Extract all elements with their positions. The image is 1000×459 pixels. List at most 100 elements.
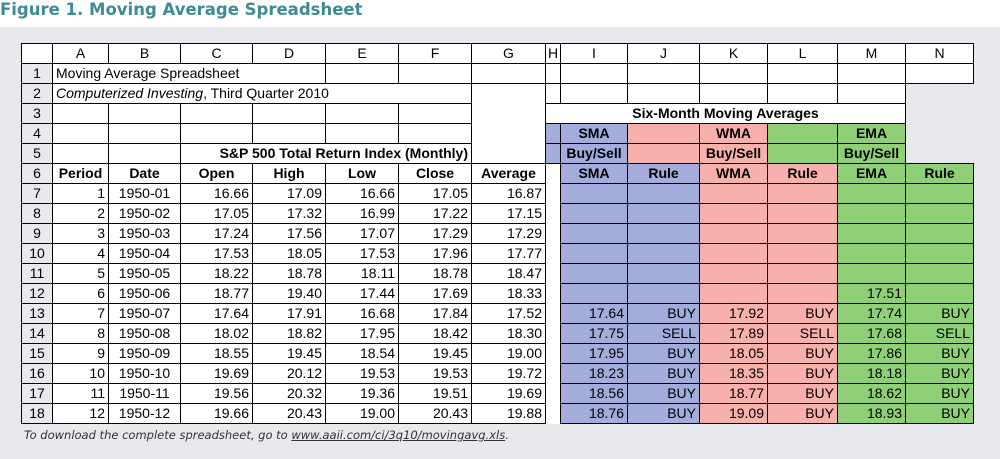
sma-cell[interactable]: 17.64 <box>560 303 628 324</box>
average-cell[interactable]: 17.29 <box>471 223 546 244</box>
high-cell[interactable]: 18.78 <box>252 263 326 284</box>
ema-rule-cell[interactable] <box>905 263 974 284</box>
period-cell[interactable]: 8 <box>52 323 109 344</box>
ema-rule-cell[interactable] <box>905 283 974 304</box>
column-header-d[interactable]: D <box>252 43 326 64</box>
open-cell[interactable]: 19.66 <box>180 403 253 424</box>
period-cell[interactable]: 9 <box>52 343 109 364</box>
row-header[interactable]: 15 <box>21 343 53 364</box>
row-header[interactable]: 3 <box>21 103 53 124</box>
period-cell[interactable]: 11 <box>52 383 109 404</box>
wma-rule-cell[interactable] <box>767 243 838 264</box>
high-cell[interactable]: 18.82 <box>252 323 326 344</box>
date-cell[interactable]: 1950-09 <box>108 343 181 364</box>
high-cell[interactable]: 17.09 <box>252 183 326 204</box>
open-cell[interactable]: 19.69 <box>180 363 253 384</box>
cell[interactable] <box>52 103 109 124</box>
sma-rule-cell[interactable] <box>627 243 700 264</box>
cell[interactable] <box>560 83 628 104</box>
average-cell[interactable]: 19.69 <box>471 383 546 404</box>
ema-rule-cell[interactable]: BUY <box>905 383 974 404</box>
cell[interactable] <box>325 103 399 124</box>
sma-cell[interactable]: 17.75 <box>560 323 628 344</box>
cell[interactable] <box>398 103 472 124</box>
date-cell[interactable]: 1950-06 <box>108 283 181 304</box>
cell[interactable] <box>545 123 561 144</box>
wma-rule-cell[interactable]: BUY <box>767 363 838 384</box>
close-cell[interactable]: 17.29 <box>398 223 472 244</box>
cell[interactable] <box>837 83 906 104</box>
close-cell[interactable]: 17.69 <box>398 283 472 304</box>
ema-cell[interactable]: 18.62 <box>837 383 906 404</box>
low-cell[interactable]: 17.53 <box>325 243 399 264</box>
corner-cell[interactable] <box>21 43 53 64</box>
average-cell[interactable]: 19.72 <box>471 363 546 384</box>
column-header-c[interactable]: C <box>180 43 253 64</box>
sma-rule-cell[interactable]: BUY <box>627 403 700 424</box>
close-cell[interactable]: 18.78 <box>398 263 472 284</box>
column-title[interactable]: Period <box>52 163 109 184</box>
row-header[interactable]: 4 <box>21 123 53 144</box>
cell[interactable] <box>545 143 561 164</box>
sma-rule-cell[interactable] <box>627 183 700 204</box>
cell[interactable] <box>627 63 700 84</box>
period-cell[interactable]: 1 <box>52 183 109 204</box>
ema-cell[interactable]: 18.18 <box>837 363 906 384</box>
column-header-j[interactable]: J <box>627 43 700 64</box>
wma-cell[interactable]: 19.09 <box>699 403 768 424</box>
wma-cell[interactable]: 18.05 <box>699 343 768 364</box>
wma-rule-cell[interactable] <box>767 283 838 304</box>
low-cell[interactable]: 19.53 <box>325 363 399 384</box>
column-title[interactable]: Rule <box>627 163 700 184</box>
column-title[interactable]: Low <box>325 163 399 184</box>
wma-rule-cell[interactable] <box>767 203 838 224</box>
column-header-i[interactable]: I <box>560 43 628 64</box>
sma-cell[interactable] <box>560 263 628 284</box>
sheet-title[interactable]: Moving Average Spreadsheet <box>52 63 326 84</box>
open-cell[interactable]: 18.22 <box>180 263 253 284</box>
cell[interactable] <box>108 103 181 124</box>
column-header-h[interactable]: H <box>545 43 561 64</box>
ema-cell[interactable] <box>837 203 906 224</box>
column-title[interactable]: Open <box>180 163 253 184</box>
date-cell[interactable]: 1950-05 <box>108 263 181 284</box>
row-header[interactable]: 6 <box>21 163 53 184</box>
cell[interactable] <box>767 123 838 144</box>
cell[interactable] <box>905 63 974 84</box>
close-cell[interactable]: 19.51 <box>398 383 472 404</box>
sma-cell[interactable]: 18.23 <box>560 363 628 384</box>
ema-cell[interactable] <box>837 243 906 264</box>
cell[interactable] <box>627 143 700 164</box>
period-cell[interactable]: 2 <box>52 203 109 224</box>
date-cell[interactable]: 1950-11 <box>108 383 181 404</box>
date-cell[interactable]: 1950-01 <box>108 183 181 204</box>
period-cell[interactable]: 3 <box>52 223 109 244</box>
low-cell[interactable]: 19.00 <box>325 403 399 424</box>
sma-rule-cell[interactable]: BUY <box>627 303 700 324</box>
row-header[interactable]: 17 <box>21 383 53 404</box>
wma-rule-cell[interactable]: BUY <box>767 383 838 404</box>
wma-cell[interactable] <box>699 243 768 264</box>
close-cell[interactable]: 18.42 <box>398 323 472 344</box>
sma-rule-cell[interactable] <box>627 223 700 244</box>
sma-cell[interactable] <box>560 203 628 224</box>
high-cell[interactable]: 19.40 <box>252 283 326 304</box>
ema-cell[interactable] <box>837 223 906 244</box>
ema-buysell-label[interactable]: Buy/Sell <box>837 143 906 164</box>
wma-cell[interactable] <box>699 263 768 284</box>
column-title[interactable]: Rule <box>905 163 974 184</box>
row-header[interactable]: 14 <box>21 323 53 344</box>
sheet-subtitle[interactable]: Computerized Investing, Third Quarter 20… <box>52 83 472 104</box>
ema-rule-cell[interactable] <box>905 183 974 204</box>
ema-cell[interactable]: 17.86 <box>837 343 906 364</box>
average-cell[interactable]: 17.15 <box>471 203 546 224</box>
row-header[interactable]: 2 <box>21 83 53 104</box>
row-header[interactable]: 16 <box>21 363 53 384</box>
column-title[interactable]: Average <box>471 163 546 184</box>
sma-cell[interactable] <box>560 283 628 304</box>
cell[interactable] <box>180 123 253 144</box>
ema-cell[interactable] <box>837 183 906 204</box>
row-header[interactable]: 13 <box>21 303 53 324</box>
period-cell[interactable]: 4 <box>52 243 109 264</box>
row-header[interactable]: 8 <box>21 203 53 224</box>
